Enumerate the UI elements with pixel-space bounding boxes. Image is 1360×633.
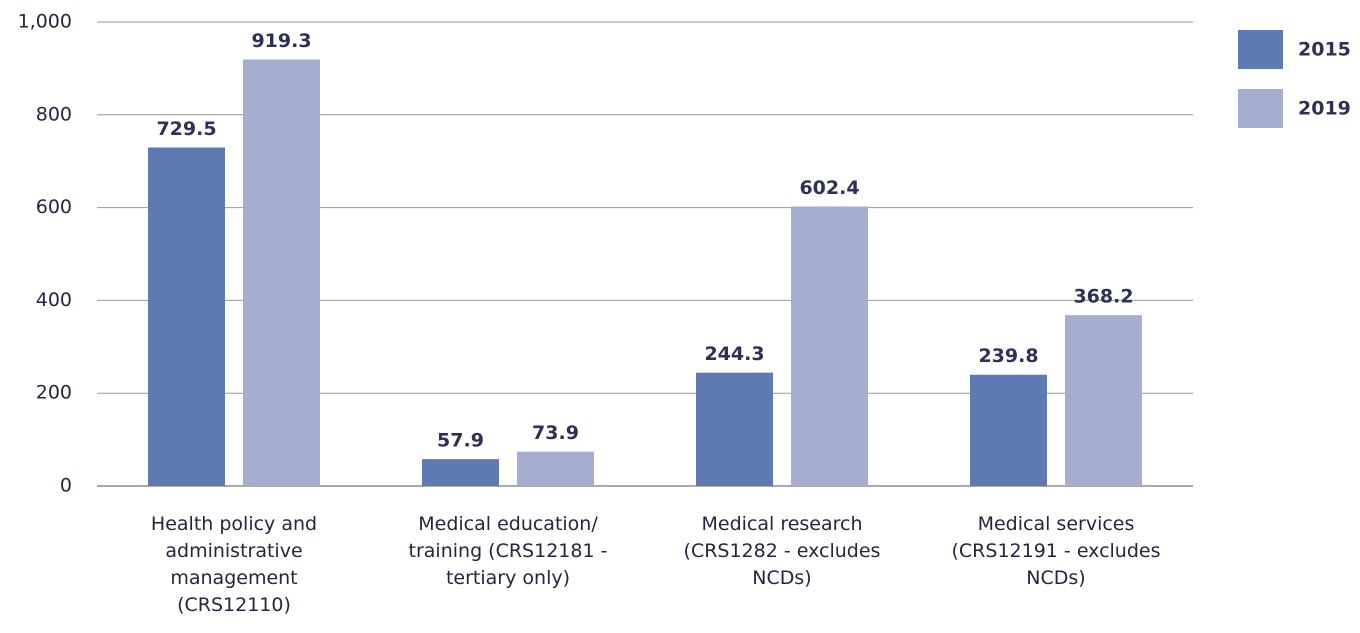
- y-tick-label: 800: [36, 103, 72, 125]
- bar: [1065, 315, 1142, 486]
- value-label: 244.3: [704, 343, 764, 365]
- y-tick-label: 600: [36, 196, 72, 218]
- bar: [517, 451, 594, 486]
- value-label: 368.2: [1073, 286, 1133, 308]
- bar: [791, 206, 868, 487]
- y-tick-label: 200: [36, 382, 72, 404]
- y-tick-label: 0: [60, 475, 72, 497]
- bar: [970, 374, 1047, 486]
- x-tick-label: Medical services (CRS12191 - excludes NC…: [951, 513, 1161, 589]
- legend-swatch: [1238, 89, 1283, 128]
- x-tick-label: Medical research (CRS1282 - excludes NCD…: [683, 513, 881, 589]
- value-label: 602.4: [799, 177, 859, 199]
- value-label: 729.5: [156, 118, 216, 140]
- bar: [422, 459, 499, 486]
- y-tick-label: 1,000: [18, 11, 72, 33]
- value-label: 57.9: [437, 430, 484, 452]
- legend-label: 2015: [1298, 39, 1351, 61]
- legend-label: 2019: [1298, 98, 1351, 120]
- y-tick-label: 400: [36, 289, 72, 311]
- value-label: 919.3: [251, 30, 311, 52]
- bar: [696, 372, 773, 486]
- value-label: 239.8: [978, 345, 1038, 367]
- bar: [148, 147, 225, 486]
- x-tick-label: Health policy and administrative managem…: [150, 513, 318, 616]
- x-tick-label: Medical education/ training (CRS12181 - …: [408, 513, 608, 589]
- bar: [243, 59, 320, 487]
- value-label: 73.9: [532, 422, 579, 444]
- legend-swatch: [1238, 30, 1283, 69]
